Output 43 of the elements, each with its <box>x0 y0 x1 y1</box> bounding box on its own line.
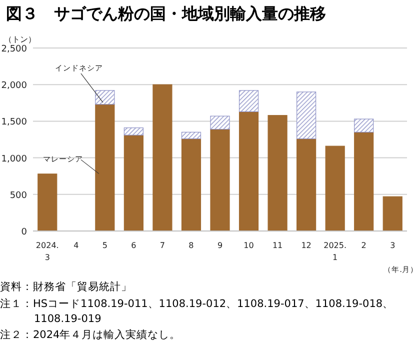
x-tick-label: 11 <box>272 241 283 250</box>
bar <box>181 132 202 140</box>
x-tick-label: 10 <box>244 241 254 250</box>
x-tick-label: 9 <box>217 241 223 250</box>
y-axis-title: （トン） <box>4 35 36 44</box>
y-tick-label: 1,500 <box>1 118 28 128</box>
y-tick-label: 0 <box>21 228 28 238</box>
y-tick-label: 1,000 <box>1 154 28 164</box>
bar <box>354 132 374 232</box>
bar <box>325 146 345 232</box>
bar <box>354 118 374 132</box>
bar <box>382 196 402 232</box>
bar <box>268 115 288 232</box>
y-tick-label: 2,500 <box>1 44 28 54</box>
x-tick-label: 8 <box>188 241 194 250</box>
bar <box>238 111 259 232</box>
x-tick-label: 4 <box>74 241 79 250</box>
y-tick-label: 500 <box>10 190 28 201</box>
x-tick-label: 2 <box>361 241 366 250</box>
x-tick-label: 6 <box>131 241 136 250</box>
bar <box>124 127 144 136</box>
text: 資料：財務省「貿易統計」 <box>0 280 133 295</box>
bar <box>238 90 259 112</box>
bar <box>124 134 144 232</box>
bar <box>210 128 230 232</box>
bar <box>95 104 115 232</box>
bar <box>296 92 316 140</box>
text: 注２：2024年４月は輸入実績なし。 <box>0 328 182 343</box>
x-tick-label: 2025. 1 <box>324 241 347 262</box>
x-tick-label: 12 <box>301 241 312 250</box>
bar <box>210 116 230 130</box>
bar <box>152 84 172 232</box>
x-tick-label: 3 <box>390 241 396 250</box>
x-tick-label: 7 <box>160 241 166 250</box>
x-tick-label: 5 <box>102 241 108 250</box>
chart-title: 図３ サゴでん粉の国・地域別輸入量の推移 <box>6 4 326 25</box>
bar <box>181 138 202 232</box>
bar <box>296 138 316 232</box>
bar <box>95 90 115 105</box>
text: 注１：HSコード1108.19-011、1108.19-012、1108.19-017、1108.19-018、1108.19-019 <box>0 297 395 327</box>
bar <box>38 174 58 232</box>
y-tick-label: 2,000 <box>1 81 28 92</box>
x-tick-label: 2024. 3 <box>36 241 59 262</box>
